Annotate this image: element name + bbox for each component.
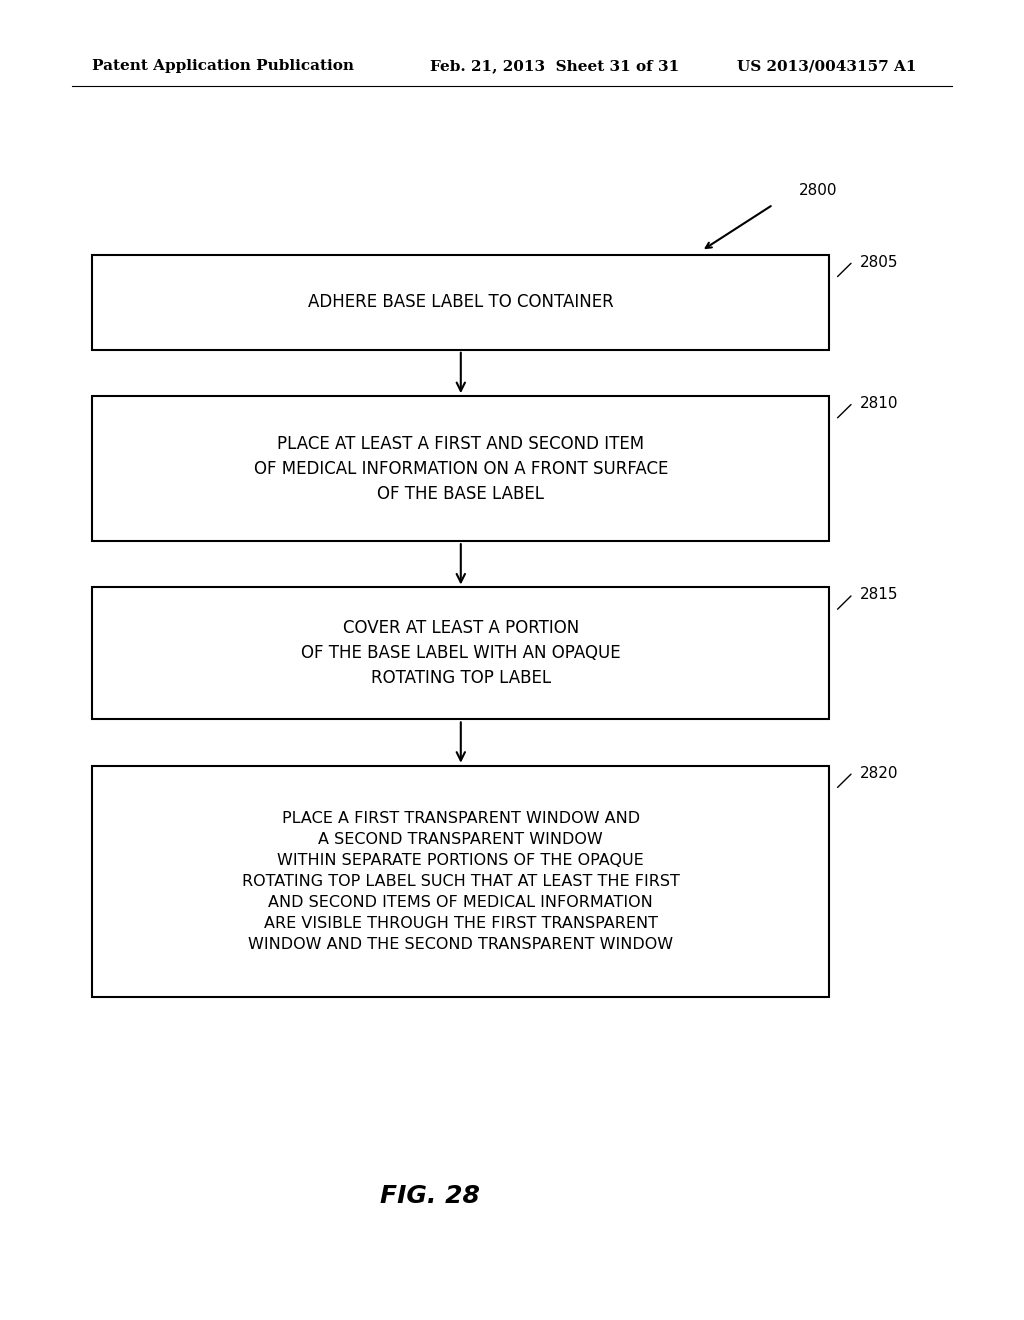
Text: US 2013/0043157 A1: US 2013/0043157 A1 — [737, 59, 916, 74]
Text: ADHERE BASE LABEL TO CONTAINER: ADHERE BASE LABEL TO CONTAINER — [308, 293, 613, 312]
Text: 2805: 2805 — [860, 255, 899, 269]
Text: FIG. 28: FIG. 28 — [380, 1184, 480, 1208]
Text: 2820: 2820 — [860, 766, 899, 780]
Text: PLACE A FIRST TRANSPARENT WINDOW AND
A SECOND TRANSPARENT WINDOW
WITHIN SEPARATE: PLACE A FIRST TRANSPARENT WINDOW AND A S… — [242, 810, 680, 952]
FancyBboxPatch shape — [92, 587, 829, 719]
FancyBboxPatch shape — [92, 255, 829, 350]
Text: 2800: 2800 — [799, 183, 838, 198]
Text: PLACE AT LEAST A FIRST AND SECOND ITEM
OF MEDICAL INFORMATION ON A FRONT SURFACE: PLACE AT LEAST A FIRST AND SECOND ITEM O… — [254, 434, 668, 503]
FancyBboxPatch shape — [92, 396, 829, 541]
Text: Patent Application Publication: Patent Application Publication — [92, 59, 354, 74]
Text: Feb. 21, 2013  Sheet 31 of 31: Feb. 21, 2013 Sheet 31 of 31 — [430, 59, 679, 74]
Text: COVER AT LEAST A PORTION
OF THE BASE LABEL WITH AN OPAQUE
ROTATING TOP LABEL: COVER AT LEAST A PORTION OF THE BASE LAB… — [301, 619, 621, 688]
FancyBboxPatch shape — [92, 766, 829, 997]
Text: 2815: 2815 — [860, 587, 899, 602]
Text: 2810: 2810 — [860, 396, 899, 411]
